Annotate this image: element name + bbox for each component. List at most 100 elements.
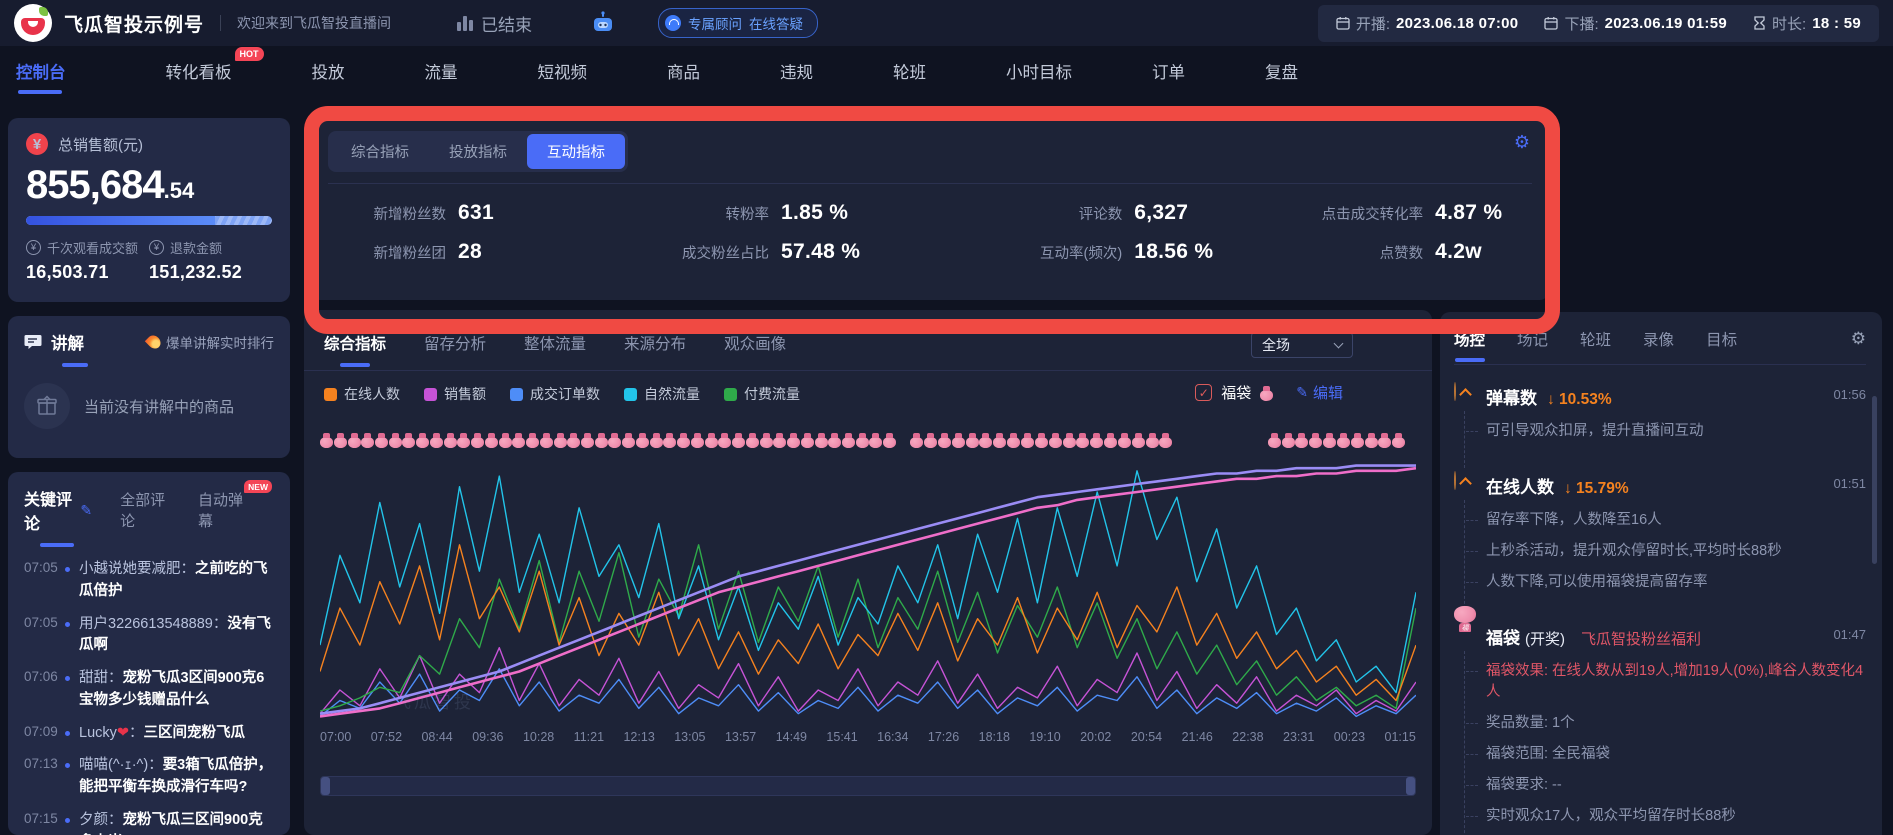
right-tab-1[interactable]: 场控 [1454,328,1485,350]
gift-marker-icon[interactable] [993,432,1007,448]
right-tab-2[interactable]: 场记 [1517,332,1549,349]
gift-marker-icon[interactable] [347,432,361,448]
gift-marker-row[interactable] [320,430,1416,448]
chart-tab-5[interactable]: 观众画像 [724,336,787,353]
line-chart[interactable] [320,452,1416,722]
gift-marker-icon[interactable] [512,432,526,448]
gift-marker-icon[interactable] [759,432,773,448]
gift-marker-icon[interactable] [663,432,677,448]
metrics-tab-3[interactable]: 互动指标 [527,134,625,169]
gift-marker-icon[interactable] [1145,432,1159,448]
legend-item[interactable]: 付费流量 [724,384,800,404]
gift-marker-icon[interactable] [1131,432,1145,448]
gift-marker-icon[interactable] [814,432,828,448]
gift-marker-icon[interactable] [869,432,883,448]
right-settings-gear-icon[interactable]: ⚙ [1850,329,1866,348]
gift-marker-icon[interactable] [910,432,924,448]
gift-marker-icon[interactable] [1323,432,1336,448]
nav-item-1[interactable]: 控制台 [16,46,66,96]
gift-marker-icon[interactable] [416,432,430,448]
robot-assistant-icon[interactable] [590,10,616,36]
nav-item-6[interactable]: 商品 [667,46,700,96]
gift-marker-icon[interactable] [333,432,347,448]
gift-marker-icon[interactable] [773,432,787,448]
gift-marker-icon[interactable] [374,432,388,448]
gift-marker-icon[interactable] [787,432,800,448]
gift-marker-icon[interactable] [1034,432,1048,448]
gift-marker-icon[interactable] [979,432,993,448]
gift-marker-icon[interactable] [855,432,869,448]
gift-marker-icon[interactable] [498,432,512,448]
comments-tab-2[interactable]: 全部评论 [120,489,170,531]
nav-item-5[interactable]: 短视频 [538,46,588,96]
chart-tab-3[interactable]: 整体流量 [524,336,587,353]
gift-marker-icon[interactable] [1392,432,1406,448]
comments-list[interactable]: 07:05 小越说她要减肥：之前吃的飞瓜倍护 07:05 用户322661354888… [24,559,276,835]
gift-marker-icon[interactable] [1295,432,1309,448]
gift-marker-icon[interactable] [553,432,567,448]
right-tab-5[interactable]: 目标 [1706,332,1738,349]
gift-marker-icon[interactable] [1378,432,1392,448]
gift-marker-icon[interactable] [1336,432,1350,448]
chart-tab-1[interactable]: 综合指标 [324,332,386,354]
time-range-dropdown[interactable]: 全场 [1251,332,1353,358]
gift-marker-icon[interactable] [622,432,636,448]
gift-marker-icon[interactable] [800,432,814,448]
gift-marker-icon[interactable] [1007,432,1021,448]
legend-item[interactable]: 自然流量 [624,384,700,404]
nav-item-8[interactable]: 轮班 [893,46,926,96]
futai-checkbox[interactable]: ✓ [1195,384,1213,401]
gift-marker-icon[interactable] [828,432,842,448]
gift-marker-icon[interactable] [649,432,663,448]
gift-marker-icon[interactable] [594,432,608,448]
nav-item-9[interactable]: 小时目标 [1006,46,1072,96]
gift-marker-icon[interactable] [635,432,649,448]
gift-marker-icon[interactable] [951,432,965,448]
gift-marker-icon[interactable] [581,432,594,448]
gift-marker-icon[interactable] [526,432,539,448]
gift-marker-icon[interactable] [320,432,333,448]
chart-tab-4[interactable]: 来源分布 [624,336,687,353]
gift-marker-icon[interactable] [704,432,718,448]
gift-marker-icon[interactable] [443,432,457,448]
gift-marker-icon[interactable] [718,432,732,448]
gift-marker-icon[interactable] [1309,432,1323,448]
gift-marker-icon[interactable] [732,432,746,448]
comments-tab-3[interactable]: 自动弹幕 NEW [198,480,272,531]
metrics-tab-2[interactable]: 投放指标 [449,145,507,161]
gift-marker-icon[interactable] [1159,432,1173,448]
metrics-tab-1[interactable]: 综合指标 [351,145,409,161]
gift-marker-icon[interactable] [1062,432,1076,448]
event-link[interactable]: 飞瓜智投粉丝福利 [1581,631,1702,649]
tab-explain[interactable]: 讲解 [51,335,84,353]
gift-marker-icon[interactable] [690,432,704,448]
gift-marker-icon[interactable] [608,432,622,448]
gift-marker-icon[interactable] [361,432,375,448]
nav-item-2[interactable]: 转化看板 HOT [166,46,264,96]
nav-item-10[interactable]: 订单 [1152,46,1185,96]
legend-item[interactable]: 成交订单数 [510,384,600,404]
gift-marker-icon[interactable] [402,432,416,448]
gift-marker-icon[interactable] [1281,432,1295,448]
gift-marker-icon[interactable] [457,432,471,448]
gift-marker-icon[interactable] [745,432,759,448]
gift-marker-icon[interactable] [388,432,402,448]
gift-marker-icon[interactable] [539,432,553,448]
gift-marker-icon[interactable] [677,432,691,448]
comments-tab-1[interactable]: 关键评论 ✎ [24,486,92,534]
legend-item[interactable]: 在线人数 [324,384,400,404]
chart-zoom-slider[interactable] [320,776,1416,796]
gift-marker-icon[interactable] [1090,432,1104,448]
gift-marker-icon[interactable] [883,432,897,448]
gift-marker-icon[interactable] [1076,432,1090,448]
gift-marker-icon[interactable] [1267,432,1281,448]
gift-marker-icon[interactable] [1350,432,1364,448]
gift-marker-icon[interactable] [842,432,855,448]
nav-item-3[interactable]: 投放 [312,46,345,96]
legend-item[interactable]: 销售额 [424,384,486,404]
gift-marker-icon[interactable] [965,432,979,448]
gift-marker-icon[interactable] [1104,432,1117,448]
right-tab-3[interactable]: 轮班 [1580,332,1612,349]
gift-marker-icon[interactable] [924,432,938,448]
gift-marker-icon[interactable] [1048,432,1062,448]
